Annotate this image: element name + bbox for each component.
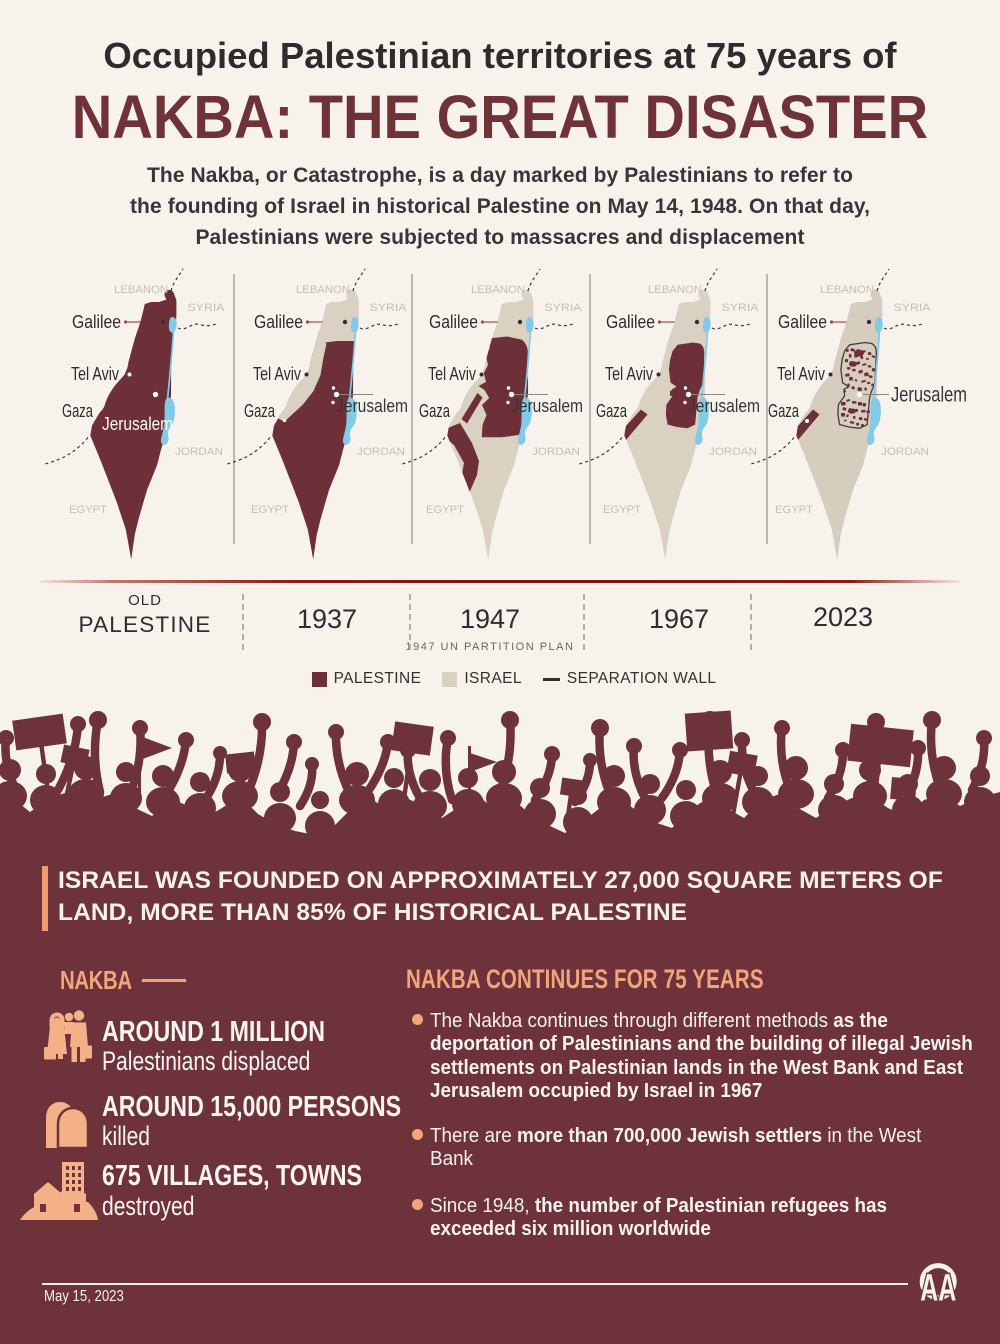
svg-text:Jerusalem: Jerusalem <box>102 414 173 434</box>
svg-text:AA: AA <box>920 1268 956 1310</box>
svg-text:Jerusalem: Jerusalem <box>891 384 967 407</box>
